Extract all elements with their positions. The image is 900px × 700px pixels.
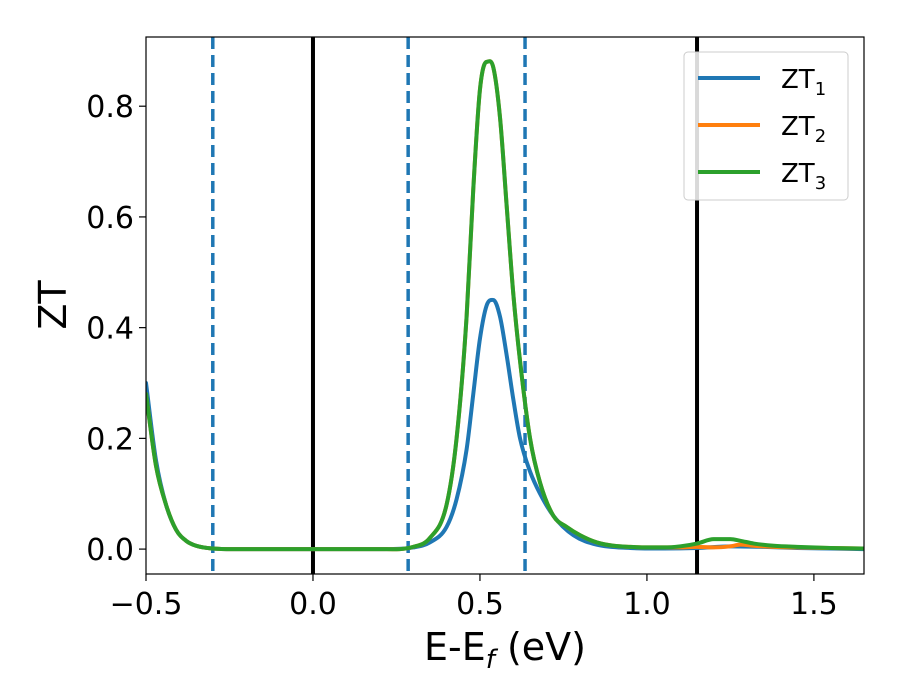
series-lines [146, 59, 864, 552]
legend-label-zt2: ZT2 [781, 112, 826, 147]
x-tick-label: −0.5 [110, 587, 183, 622]
x-axis-title-unit: (eV) [495, 625, 586, 669]
x-tick-label: 1.5 [790, 587, 838, 622]
y-axis: 0.0 0.2 0.4 0.6 0.8 [86, 90, 146, 568]
x-axis-title-main: E-E [424, 625, 486, 669]
series-line-zt3 [146, 59, 864, 552]
x-axis: −0.5 0.0 0.5 1.0 1.5 [110, 574, 838, 622]
y-tick-label: 0.0 [86, 533, 134, 568]
y-axis-title: ZT [31, 280, 75, 330]
legend-label-zt1: ZT1 [781, 65, 826, 100]
legend-label-zt3: ZT3 [781, 159, 826, 194]
y-tick-label: 0.2 [86, 422, 134, 457]
y-tick-label: 0.6 [86, 201, 134, 236]
plot-frame [145, 36, 865, 575]
reference-lines [211, 37, 700, 574]
x-tick-label: 0.5 [456, 587, 504, 622]
x-axis-title: E-Ef (eV) [424, 625, 586, 675]
legend: ZT1 ZT2 ZT3 [683, 51, 849, 201]
x-tick-label: 1.0 [623, 587, 671, 622]
series-line-zt1 [146, 297, 864, 552]
x-tick-label: 0.0 [289, 587, 337, 622]
y-tick-label: 0.4 [86, 312, 134, 347]
y-tick-label: 0.8 [86, 90, 134, 125]
legend-box [683, 51, 849, 201]
